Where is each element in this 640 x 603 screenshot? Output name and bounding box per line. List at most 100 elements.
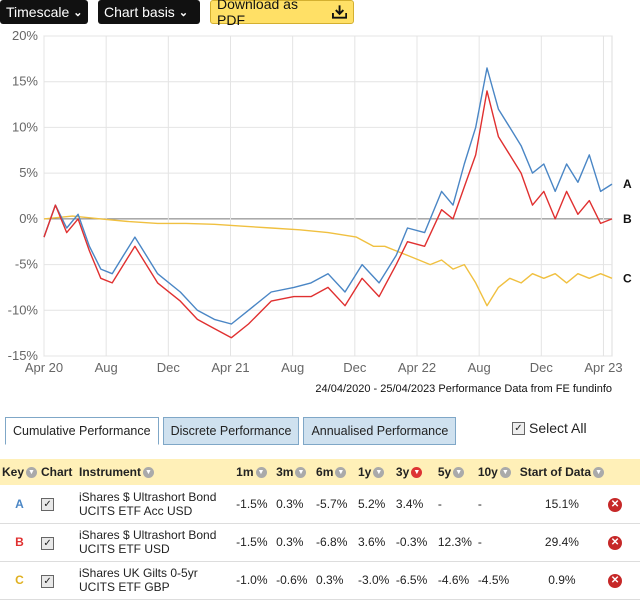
row-start-of-data: 15.1% (544, 496, 579, 511)
header-start-of-data[interactable]: Start of Data ▼ (518, 459, 606, 485)
row-10y: - (477, 496, 482, 511)
row-1m: -1.0% (236, 573, 268, 587)
select-all-checkbox-icon[interactable]: ✓ (512, 421, 525, 435)
row-5y: -4.6% (437, 573, 470, 587)
x-axis-ticks: Apr 20 Aug Dec Apr 21 Aug Dec Apr 22 Aug Dec Apr … (25, 360, 623, 375)
x-tick-label: Apr 22 (398, 360, 436, 375)
header-6m[interactable]: 6m ▼ (314, 459, 356, 485)
sort-icon: ▼ (499, 467, 511, 479)
chart-basis-label: Chart basis (104, 4, 175, 20)
y-tick-label: -5% (15, 257, 39, 272)
sort-icon: ▼ (143, 467, 154, 479)
y-tick-label: 10% (12, 119, 38, 134)
tab-annualised-performance[interactable]: Annualised Performance (303, 417, 457, 445)
sort-icon: ▼ (373, 467, 385, 479)
x-tick-label: Aug (95, 360, 118, 375)
download-pdf-button[interactable]: Download as PDF (210, 0, 354, 28)
row-remove[interactable]: ✕ (606, 561, 640, 599)
chart-credit: 24/04/2020 - 25/04/2023 Performance Data… (315, 383, 612, 395)
series-key-a: A (623, 177, 632, 191)
remove-icon[interactable]: ✕ (608, 497, 623, 512)
row-start-of-data: 29.4% (544, 535, 579, 549)
y-tick-label: 20% (12, 28, 38, 43)
table-row: A ✓ iShares $ Ultrashort Bond UCITS ETF … (0, 485, 640, 523)
tab-cumulative-performance[interactable]: Cumulative Performance (5, 417, 159, 445)
chevron-down-icon: ⌄ (73, 6, 83, 19)
y-tick-label: 5% (19, 165, 38, 180)
series-key-c: C (623, 271, 632, 285)
y-axis-ticks: 20% 15% 10% 5% 0% -5% -10% -15% (8, 28, 39, 363)
sort-icon: ▼ (26, 467, 38, 479)
header-instrument[interactable]: Instrument ▼ (77, 459, 234, 485)
y-tick-label: -15% (8, 348, 39, 363)
row-10y: -4.5% (477, 573, 510, 587)
header-5y[interactable]: 5y ▼ (436, 459, 476, 485)
checkbox-icon[interactable]: ✓ (41, 498, 55, 512)
checkbox-icon[interactable]: ✓ (41, 536, 55, 550)
row-instrument: iShares $ Ultrashort Bond UCITS ETF Acc … (78, 489, 217, 518)
performance-chart: 20% 15% 10% 5% 0% -5% -10% -15% Apr 20 Aug Dec Apr… (8, 28, 632, 395)
series-keys: C A B (623, 177, 632, 285)
header-1y[interactable]: 1y ▼ (356, 459, 394, 485)
header-1m[interactable]: 1m ▼ (234, 459, 274, 485)
select-all-label: Select All (529, 420, 587, 436)
row-chart-toggle[interactable]: ✓ (39, 561, 77, 599)
row-chart-toggle[interactable]: ✓ (39, 485, 77, 523)
sort-icon: ▼ (453, 467, 465, 479)
row-remove[interactable]: ✕ (606, 523, 640, 561)
remove-icon[interactable]: ✕ (608, 536, 623, 550)
tab-discrete-performance[interactable]: Discrete Performance (162, 417, 300, 445)
row-1m: -1.5% (236, 496, 268, 511)
row-chart-toggle[interactable]: ✓ (39, 523, 77, 561)
row-3y: 3.4% (395, 496, 424, 511)
table-row: C ✓ iShares UK Gilts 0-5yr UCITS ETF GBP… (0, 561, 640, 599)
row-1y: 5.2% (357, 496, 386, 511)
row-3m: -0.6% (276, 573, 308, 587)
y-tick-label: 15% (12, 74, 38, 89)
chart-basis-button[interactable]: Chart basis ⌄ (98, 0, 200, 24)
header-10y[interactable]: 10y ▼ (476, 459, 518, 485)
download-icon (331, 5, 347, 19)
chevron-down-icon: ⌄ (178, 6, 189, 19)
row-1m: -1.5% (236, 535, 268, 549)
sort-icon: ▼ (335, 467, 347, 479)
row-instrument: iShares UK Gilts 0-5yr UCITS ETF GBP (78, 566, 198, 594)
select-all-toggle[interactable]: ✓ Select All (512, 420, 587, 436)
series-key-b: B (623, 212, 632, 226)
x-tick-label: Apr 23 (584, 360, 622, 375)
row-1y: -3.0% (357, 573, 390, 587)
y-tick-label: 0% (19, 211, 38, 226)
sort-icon: ▼ (255, 467, 267, 479)
series-line-c (43, 215, 613, 307)
row-instrument: iShares $ Ultrashort Bond UCITS ETF USD (78, 528, 217, 556)
timescale-button[interactable]: Timescale ⌄ (0, 0, 88, 24)
plot-frame (43, 35, 613, 357)
chart-series-lines (43, 67, 613, 339)
checkbox-icon[interactable]: ✓ (41, 574, 55, 588)
x-tick-label: Dec (530, 360, 554, 375)
row-6m: 0.3% (316, 573, 344, 587)
row-5y: - (437, 496, 442, 511)
download-pdf-label: Download as PDF (217, 0, 298, 28)
x-tick-label: Apr 20 (25, 360, 63, 375)
row-5y: 12.3% (437, 535, 472, 549)
series-line-a (43, 67, 613, 325)
row-3y: -6.5% (395, 573, 428, 587)
sort-icon: ▼ (295, 467, 307, 479)
row-3m: 0.3% (276, 496, 304, 511)
header-remove (606, 459, 640, 485)
row-10y: - (477, 535, 482, 549)
row-key: C (15, 573, 24, 587)
header-3m[interactable]: 3m ▼ (274, 459, 314, 485)
row-6m: -5.7% (316, 496, 348, 511)
x-tick-label: Dec (343, 360, 367, 375)
row-3m: 0.3% (276, 535, 304, 549)
y-tick-label: -10% (8, 302, 39, 317)
header-key[interactable]: Key ▼ (0, 459, 39, 485)
row-remove[interactable]: ✕ (606, 485, 640, 523)
remove-icon[interactable]: ✕ (608, 574, 623, 588)
table-row: B ✓ iShares $ Ultrashort Bond UCITS ETF … (0, 523, 640, 561)
header-3y[interactable]: 3y ▼ (394, 459, 436, 485)
row-start-of-data: 0.9% (548, 573, 576, 587)
performance-table: Key ▼ Chart Instrument ▼ 1m ▼ 3m ▼ 6m ▼ 1y ▼ 3… (0, 459, 640, 600)
